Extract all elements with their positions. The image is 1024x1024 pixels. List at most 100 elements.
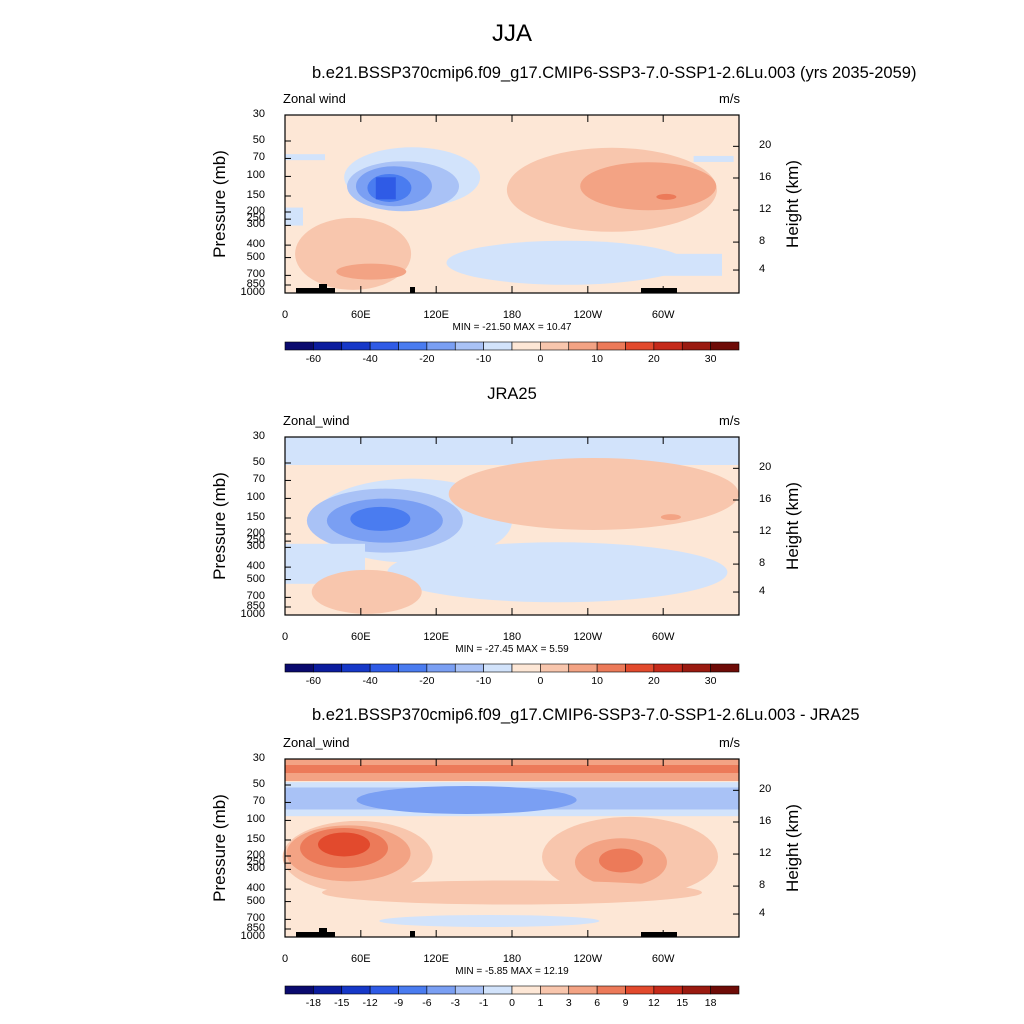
colorbar-tick-label: -10 xyxy=(476,353,492,365)
colorbar-swatch xyxy=(483,341,513,351)
pressure-tick-label: 300 xyxy=(246,218,265,231)
colorbar-tick-label: -60 xyxy=(305,675,321,687)
lon-tick-label: 60E xyxy=(351,953,371,965)
pressure-tick-label: 1000 xyxy=(240,286,265,298)
pressure-tick-label: 150 xyxy=(246,832,265,845)
field-region xyxy=(285,154,325,161)
colorbar-tick-label: 1 xyxy=(537,997,544,1009)
pressure-tick-label: 1000 xyxy=(240,930,265,942)
lon-tick-label: 120W xyxy=(573,309,603,321)
pressure-tick-label: 30 xyxy=(252,752,265,764)
colorbar-swatch xyxy=(625,341,655,351)
height-tick-label: 20 xyxy=(759,783,772,796)
field-region xyxy=(285,765,739,773)
colorbar-swatch xyxy=(341,663,371,673)
colorbar-tick-label: 10 xyxy=(591,353,603,365)
colorbar-swatch xyxy=(681,985,711,995)
lon-tick-label: 60E xyxy=(351,309,371,321)
lon-tick-label: 120E xyxy=(423,631,450,643)
colorbar-swatch xyxy=(596,663,626,673)
colorbar-tick-label: -20 xyxy=(419,675,435,687)
colorbar-tick-label: -9 xyxy=(393,997,404,1009)
colorbar-swatch xyxy=(511,985,541,995)
colorbar-swatch xyxy=(625,985,655,995)
topography xyxy=(296,288,320,293)
min-max-label: MIN = -5.85 MAX = 12.19 xyxy=(455,966,569,977)
height-tick-label: 8 xyxy=(759,235,766,248)
field-region xyxy=(322,880,702,905)
colorbar-swatch xyxy=(596,985,626,995)
variable-label: Zonal_wind xyxy=(283,413,350,428)
height-tick-label: 20 xyxy=(759,139,772,152)
colorbar-swatch xyxy=(511,663,541,673)
pressure-axis-label: Pressure (mb) xyxy=(210,472,229,580)
colorbar-swatch xyxy=(369,985,399,995)
pressure-tick-label: 500 xyxy=(246,894,265,907)
panel-title: b.e21.BSSP370cmip6.f09_g17.CMIP6-SSP3-7.… xyxy=(312,64,917,82)
height-tick-label: 12 xyxy=(759,203,772,216)
pressure-tick-label: 200 xyxy=(246,527,265,539)
colorbar-swatch xyxy=(341,341,371,351)
min-max-label: MIN = -21.50 MAX = 10.47 xyxy=(452,322,572,333)
lon-tick-label: 60W xyxy=(651,953,675,965)
variable-label: Zonal_wind xyxy=(283,735,350,750)
lon-tick-label: 120E xyxy=(423,953,450,965)
colorbar-tick-label: 0 xyxy=(537,675,544,687)
pressure-tick-label: 250 xyxy=(246,534,265,547)
figure-title: JJA xyxy=(491,20,532,47)
colorbar-swatch xyxy=(681,663,711,673)
colorbar-tick-label: 30 xyxy=(704,353,717,365)
field-region xyxy=(285,207,303,226)
topography xyxy=(641,932,677,937)
pressure-axis-label: Pressure (mb) xyxy=(210,794,229,902)
lon-tick-label: 120W xyxy=(573,631,603,643)
colorbar-tick-label: -3 xyxy=(450,997,460,1009)
lon-tick-label: 0 xyxy=(281,953,289,965)
field-region xyxy=(379,914,600,927)
colorbar-tick-label: -18 xyxy=(305,997,321,1009)
pressure-tick-label: 850 xyxy=(246,921,265,934)
field-region xyxy=(512,253,722,276)
colorbar-tick-label: 12 xyxy=(648,997,660,1009)
colorbar-swatch xyxy=(568,341,598,351)
height-tick-label: 4 xyxy=(759,907,766,920)
colorbar-swatch xyxy=(284,663,314,673)
min-max-label: MIN = -27.45 MAX = 5.59 xyxy=(455,644,569,655)
colorbar-swatch xyxy=(313,985,343,995)
field-region xyxy=(693,155,734,162)
topography xyxy=(410,931,415,937)
lon-tick-label: 60W xyxy=(651,309,675,321)
pressure-tick-label: 700 xyxy=(246,268,265,281)
pressure-tick-label: 70 xyxy=(252,151,265,164)
panel-3 xyxy=(282,758,740,995)
colorbar-swatch xyxy=(653,341,683,351)
colorbar-tick-label: 15 xyxy=(676,997,689,1009)
pressure-tick-label: 400 xyxy=(246,560,265,573)
pressure-tick-label: 100 xyxy=(246,169,265,182)
colorbar-tick-label: -1 xyxy=(478,997,489,1009)
colorbar-swatch xyxy=(454,341,484,351)
colorbar-swatch xyxy=(369,341,399,351)
field-region xyxy=(375,177,396,200)
colorbar-swatch xyxy=(284,985,314,995)
colorbar-swatch xyxy=(568,663,598,673)
field-region xyxy=(350,506,411,531)
colorbar-tick-label: -10 xyxy=(476,675,492,687)
field-region xyxy=(448,457,739,530)
colorbar-swatch xyxy=(483,985,513,995)
colorbar-swatch xyxy=(483,663,513,673)
pressure-tick-label: 300 xyxy=(246,540,265,553)
height-tick-label: 4 xyxy=(759,263,766,276)
colorbar-tick-label: 0 xyxy=(537,353,544,365)
colorbar-swatch xyxy=(710,341,740,351)
height-tick-label: 4 xyxy=(759,585,766,598)
lon-tick-label: 120W xyxy=(573,953,603,965)
colorbar-swatch xyxy=(681,341,711,351)
pressure-tick-label: 500 xyxy=(246,572,265,585)
colorbar-swatch xyxy=(596,341,626,351)
pressure-tick-label: 70 xyxy=(252,473,265,486)
colorbar-swatch xyxy=(398,341,428,351)
colorbar-tick-label: -40 xyxy=(362,353,378,365)
variable-label: Zonal wind xyxy=(283,91,346,106)
lon-tick-label: 0 xyxy=(281,309,289,321)
